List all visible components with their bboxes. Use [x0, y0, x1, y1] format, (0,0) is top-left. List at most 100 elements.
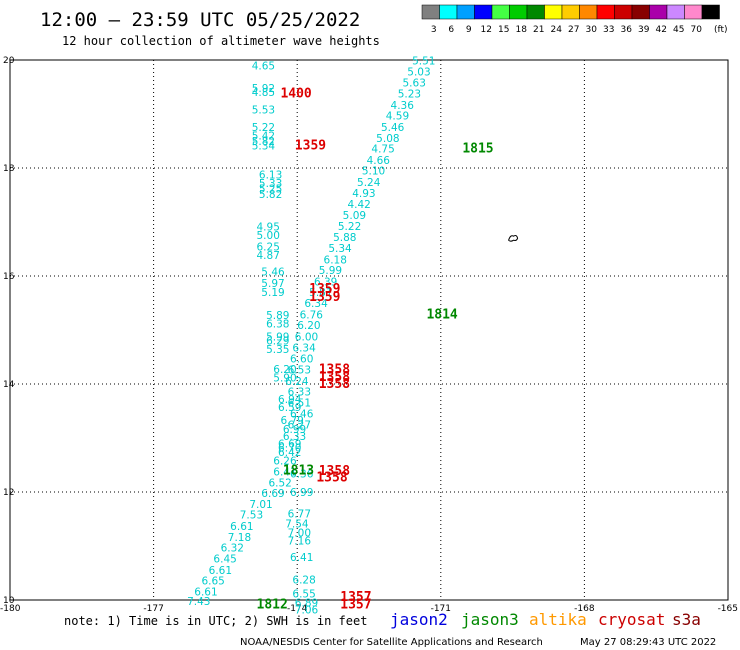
wave-height-value: 5.22 — [252, 122, 275, 134]
wave-height-value: 7.00 — [288, 528, 311, 540]
wave-height-value: 5.19 — [261, 287, 284, 299]
wave-height-value: 6.99 — [290, 487, 313, 499]
island-icon — [508, 235, 519, 242]
legend-label: 3 — [431, 25, 437, 35]
wave-height-value: 6.34 — [304, 298, 328, 310]
legend-label: 9 — [466, 25, 472, 35]
wave-height-value: 6.59 — [278, 402, 301, 414]
x-tick-label: -171 — [431, 604, 451, 614]
legend-label: 21 — [533, 25, 544, 35]
wave-height-value: 5.82 — [259, 189, 282, 201]
wave-height-value: 7.16 — [288, 536, 312, 548]
wave-height-value: 6.20 — [297, 320, 320, 332]
y-tick-label: 12 — [3, 488, 14, 498]
time-label: 1814 — [426, 307, 457, 322]
wave-height-value: 5.88 — [333, 232, 356, 244]
wave-height-value: 5.46 — [261, 267, 285, 279]
wave-height-value: 5.99 — [266, 331, 289, 343]
legend-label: 15 — [498, 25, 509, 35]
satellite-name: s3a — [672, 610, 701, 629]
legend-swatch — [701, 4, 720, 20]
legend-label: 18 — [516, 25, 528, 35]
wave-height-value: 6.52 — [268, 477, 291, 489]
wave-height-value: 6.34 — [292, 342, 316, 354]
wave-height-value: 4.36 — [391, 100, 415, 112]
legend-label: 36 — [621, 25, 633, 35]
plot-grid — [10, 60, 728, 600]
wave-height-value: 4.85 — [252, 87, 275, 99]
wave-height-value: 5.63 — [403, 78, 426, 90]
wave-height-value: 7.43 — [187, 596, 210, 608]
time-label: 1358 — [319, 362, 350, 377]
wave-height-value: 6.45 — [213, 553, 236, 565]
legend-swatch — [666, 4, 685, 20]
chart-subtitle: 12 hour collection of altimeter wave hei… — [62, 34, 380, 48]
satellite-name: altika — [529, 610, 587, 629]
time-labels: 1400135913591359135813581358135813581357… — [257, 86, 494, 612]
legend-label: 24 — [551, 25, 563, 35]
wave-height-value: 4.93 — [352, 188, 375, 200]
wave-height-value: 5.42 — [252, 131, 275, 143]
legend-swatch — [456, 4, 475, 20]
wave-height-value: 6.53 — [288, 364, 311, 376]
wave-height-value: 5.82 — [252, 136, 275, 148]
wave-height-value: 6.18 — [324, 254, 347, 266]
legend-swatch — [474, 4, 493, 20]
legend-label: 70 — [691, 25, 703, 35]
wave-height-value: 6.79 — [280, 415, 303, 427]
wave-height-value: 6.51 — [288, 397, 311, 409]
legend-label: 33 — [603, 25, 614, 35]
wave-height-value: 6.33 — [288, 387, 311, 399]
plot-frame — [9, 59, 729, 601]
y-tick-label: 18 — [3, 164, 15, 174]
wave-height-value: 6.94 — [278, 394, 302, 406]
color-legend: 3 6 9 12 15 18 21 24 27 30 33 36 39 42 45 70 — [421, 4, 720, 35]
wave-height-value: 5.08 — [376, 133, 399, 145]
wave-height-value: 6.42 — [278, 447, 301, 459]
wave-height-value: 6.69 — [278, 438, 301, 450]
wave-height-value: 6.29 — [266, 335, 289, 347]
time-label: 1813 — [283, 463, 314, 478]
wave-height-value: 4.66 — [367, 155, 391, 167]
x-tick-label: -180 — [0, 604, 21, 614]
footer-timestamp: May 27 08:29:43 UTC 2022 — [580, 637, 716, 648]
legend-swatch — [439, 4, 458, 20]
wave-height-value: 5.23 — [398, 88, 421, 100]
legend-unit: (ft) — [714, 25, 728, 35]
wave-height-value: 5.09 — [343, 210, 366, 222]
wave-height-value: 6.89 — [295, 598, 318, 610]
time-label: 1358 — [316, 470, 347, 485]
legend-swatch — [491, 4, 510, 20]
wave-height-value: 5.89 — [266, 310, 289, 322]
wave-height-value: 5.34 — [252, 140, 276, 152]
wave-height-value: 6.33 — [283, 431, 306, 443]
x-tick-label: -174 — [287, 604, 308, 614]
time-label: 1358 — [319, 464, 350, 479]
y-tick-label: 16 — [3, 272, 15, 282]
legend-swatch — [684, 4, 703, 20]
satellite-legend: jason2 jason3 altika cryosat s3a — [390, 610, 701, 629]
wave-height-value: 6.28 — [292, 574, 315, 586]
time-label: 1358 — [319, 370, 350, 385]
wave-height-value: 5.22 — [338, 221, 361, 233]
wave-height-value: 5.25 — [259, 184, 282, 196]
legend-label: 30 — [586, 25, 598, 35]
wave-height-value: 5.00 — [257, 230, 280, 242]
wave-height-value: 6.26 — [273, 456, 297, 468]
legend-swatch — [579, 4, 598, 20]
wave-height-value: 5.10 — [362, 166, 385, 178]
legend-swatch — [544, 4, 563, 20]
wave-height-value: 5.24 — [357, 177, 381, 189]
wave-height-value: 4.87 — [257, 250, 280, 262]
time-label: 1359 — [309, 282, 340, 297]
time-label: 1358 — [319, 377, 350, 392]
legend-label: 27 — [568, 25, 579, 35]
wave-height-value: 7.53 — [240, 510, 263, 522]
wave-height-value: 6.00 — [295, 331, 318, 343]
legend-swatch — [631, 4, 650, 20]
wave-height-value: 6.25 — [257, 241, 280, 253]
wave-height-value: 7.06 — [295, 605, 319, 617]
satellite-name: cryosat — [598, 610, 665, 629]
wave-height-value: 7.01 — [249, 499, 272, 511]
